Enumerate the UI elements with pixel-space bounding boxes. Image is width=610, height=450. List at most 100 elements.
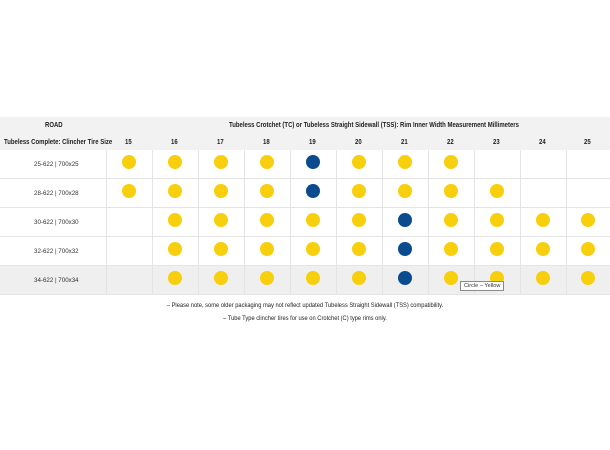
width-header-25: 25 <box>584 137 591 146</box>
width-header-21: 21 <box>401 137 408 146</box>
compat-cell <box>381 150 428 179</box>
compat-cell <box>473 150 520 179</box>
compat-cell <box>105 150 152 179</box>
compat-cell <box>381 207 428 237</box>
blue-circle-icon[interactable] <box>306 183 320 198</box>
yellow-circle-icon[interactable] <box>352 241 366 256</box>
yellow-circle-icon[interactable] <box>214 154 228 169</box>
blue-circle-icon[interactable] <box>398 241 412 256</box>
compat-cell <box>473 178 520 208</box>
compat-cell <box>565 150 610 179</box>
compat-cell <box>519 207 566 237</box>
width-header-15: 15 <box>125 137 132 146</box>
width-header-17: 17 <box>217 137 224 146</box>
yellow-circle-icon[interactable] <box>444 154 458 169</box>
compat-cell <box>105 236 152 266</box>
table-row: 30-622 | 700x30 <box>0 207 610 237</box>
yellow-circle-icon[interactable] <box>260 183 274 198</box>
compat-cell <box>243 150 290 179</box>
yellow-circle-icon[interactable] <box>214 212 228 227</box>
compat-cell <box>105 207 152 237</box>
yellow-circle-icon[interactable] <box>398 183 412 198</box>
compat-cell <box>473 236 520 266</box>
compat-cell <box>427 236 474 266</box>
blue-circle-icon[interactable] <box>306 154 320 169</box>
yellow-circle-icon[interactable] <box>260 270 274 285</box>
compat-cell <box>151 207 198 237</box>
yellow-circle-icon[interactable] <box>398 154 412 169</box>
compat-cell <box>335 265 382 295</box>
yellow-circle-icon[interactable] <box>536 241 550 256</box>
compat-cell <box>151 150 198 179</box>
compat-cell <box>381 236 428 266</box>
width-header-22: 22 <box>447 137 454 146</box>
compat-cell <box>197 150 244 179</box>
yellow-circle-icon[interactable] <box>214 183 228 198</box>
yellow-circle-icon[interactable] <box>352 154 366 169</box>
yellow-circle-icon[interactable] <box>306 212 320 227</box>
compat-cell <box>565 178 610 208</box>
compat-cell <box>289 150 336 179</box>
compat-cell <box>197 207 244 237</box>
yellow-circle-icon[interactable] <box>168 183 182 198</box>
width-header-18: 18 <box>263 137 270 146</box>
compat-cell <box>151 265 198 295</box>
compat-cell <box>105 178 152 208</box>
compat-cell <box>427 150 474 179</box>
yellow-circle-icon[interactable] <box>581 270 596 285</box>
compat-cell <box>565 265 610 295</box>
yellow-circle-icon[interactable] <box>168 270 182 285</box>
compat-cell <box>289 265 336 295</box>
yellow-circle-icon[interactable] <box>444 183 458 198</box>
blue-circle-icon[interactable] <box>398 270 412 285</box>
width-header-16: 16 <box>171 137 178 146</box>
yellow-circle-icon[interactable] <box>352 270 366 285</box>
yellow-circle-icon[interactable] <box>581 241 596 256</box>
compat-cell <box>381 265 428 295</box>
compat-cell <box>151 236 198 266</box>
compat-cell <box>289 207 336 237</box>
compat-cell <box>519 236 566 266</box>
table-row: 28-622 | 700x28 <box>0 178 610 208</box>
yellow-circle-icon[interactable] <box>536 270 550 285</box>
yellow-circle-icon[interactable] <box>214 241 228 256</box>
tire-size-label: 28-622 | 700x28 <box>0 178 106 208</box>
yellow-circle-icon[interactable] <box>168 212 182 227</box>
table-row: 34-622 | 700x34 <box>0 265 610 295</box>
yellow-circle-icon[interactable] <box>581 212 596 227</box>
compat-cell <box>473 207 520 237</box>
compat-cell <box>335 207 382 237</box>
yellow-circle-icon[interactable] <box>490 212 504 227</box>
compat-cell <box>151 178 198 208</box>
yellow-circle-icon[interactable] <box>168 154 182 169</box>
yellow-circle-icon[interactable] <box>168 241 182 256</box>
yellow-circle-icon[interactable] <box>536 212 550 227</box>
yellow-circle-icon[interactable] <box>444 270 458 285</box>
compat-cell <box>519 150 566 179</box>
yellow-circle-icon[interactable] <box>490 183 504 198</box>
yellow-circle-icon[interactable] <box>260 154 274 169</box>
yellow-circle-icon[interactable] <box>306 241 320 256</box>
size-column-header: Tubeless Complete: Clincher Tire Size <box>4 137 113 146</box>
blue-circle-icon[interactable] <box>398 212 412 227</box>
yellow-circle-icon[interactable] <box>306 270 320 285</box>
compat-cell <box>243 265 290 295</box>
yellow-circle-icon[interactable] <box>490 241 504 256</box>
tire-size-label: 34-622 | 700x34 <box>0 265 106 295</box>
width-header-24: 24 <box>539 137 546 146</box>
header-band: ROAD Tubeless Crotchet (TC) or Tubeless … <box>0 117 610 150</box>
tire-size-label: 32-622 | 700x32 <box>0 236 106 266</box>
tire-size-label: 30-622 | 700x30 <box>0 207 106 237</box>
note-tube-type: – Tube Type clincher tires for use on Cr… <box>223 315 387 322</box>
yellow-circle-icon[interactable] <box>352 183 366 198</box>
yellow-circle-icon[interactable] <box>122 154 136 169</box>
compat-cell <box>197 265 244 295</box>
compat-cell <box>105 265 152 295</box>
yellow-circle-icon[interactable] <box>214 270 228 285</box>
yellow-circle-icon[interactable] <box>260 241 274 256</box>
yellow-circle-icon[interactable] <box>444 241 458 256</box>
yellow-circle-icon[interactable] <box>352 212 366 227</box>
yellow-circle-icon[interactable] <box>122 183 136 198</box>
yellow-circle-icon[interactable] <box>444 212 458 227</box>
yellow-circle-icon[interactable] <box>260 212 274 227</box>
